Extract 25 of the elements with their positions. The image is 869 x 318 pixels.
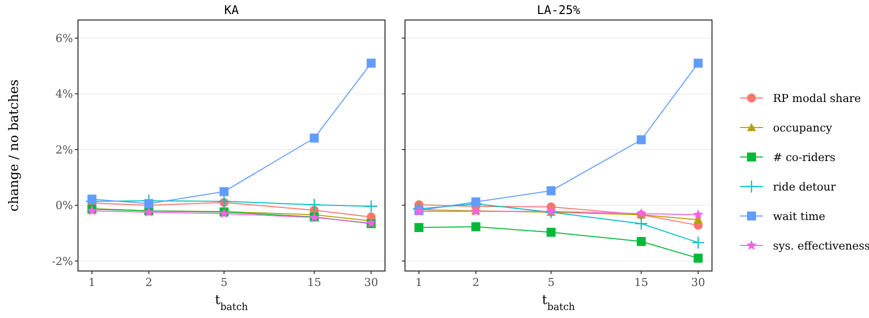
y-axis-title: change / no batches <box>7 79 22 212</box>
x-axis-title: t$_{batch}$ <box>215 293 249 312</box>
legend-label: wait time <box>773 210 826 223</box>
chart-title: KA <box>224 3 240 17</box>
y-tick-label: 6% <box>56 32 73 45</box>
x-tick-label: 2 <box>145 276 152 289</box>
x-tick-label: 30 <box>691 276 706 289</box>
legend-label: # co-riders <box>773 150 836 164</box>
x-axis-title: t$_{batch}$ <box>542 293 576 312</box>
x-tick-label: 30 <box>364 276 378 289</box>
x-tick-label: 1 <box>88 276 96 289</box>
x-tick-label: 2 <box>472 276 480 289</box>
chart-title: LA-25% <box>536 3 581 17</box>
legend-label: ride detour <box>773 180 837 194</box>
x-tick-label: 5 <box>548 276 555 289</box>
x-tick-label: 1 <box>415 276 422 289</box>
x-tick-label: 5 <box>220 276 228 289</box>
legend-label: RP modal share <box>773 92 861 105</box>
x-tick-label: 15 <box>634 276 648 289</box>
y-tick-label: -2% <box>52 254 73 268</box>
y-tick-label: 4% <box>56 88 73 101</box>
x-tick-label: 15 <box>307 276 322 289</box>
legend-label: occupancy <box>773 121 833 134</box>
y-tick-label: 2% <box>56 143 73 156</box>
y-tick-label: 0% <box>56 199 73 212</box>
